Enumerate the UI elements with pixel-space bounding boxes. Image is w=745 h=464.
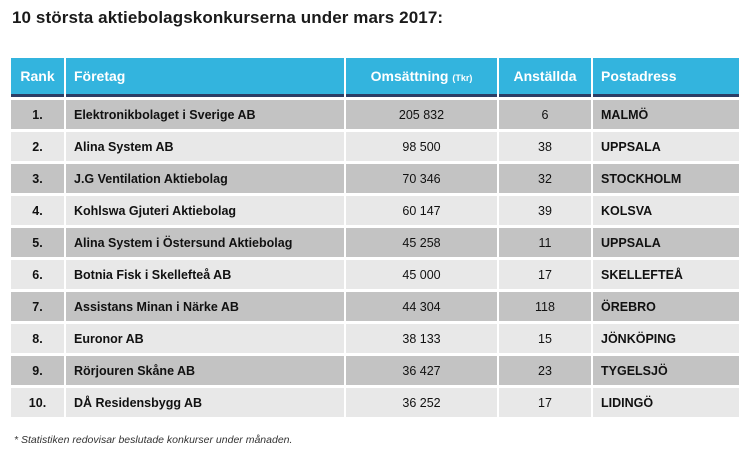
cell-address: ÖREBRO — [593, 292, 739, 321]
cell-rank: 3. — [11, 164, 64, 193]
cell-company: J.G Ventilation Aktiebolag — [66, 164, 344, 193]
cell-rank: 10. — [11, 388, 64, 417]
cell-employees: 38 — [499, 132, 591, 161]
cell-company: DÅ Residensbygg AB — [66, 388, 344, 417]
footnote: * Statistiken redovisar beslutade konkur… — [14, 434, 293, 446]
column-header-company: Företag — [66, 58, 344, 97]
cell-company: Alina System i Östersund Aktiebolag — [66, 228, 344, 257]
cell-employees: 118 — [499, 292, 591, 321]
column-header-rank: Rank — [11, 58, 64, 97]
cell-employees: 39 — [499, 196, 591, 225]
cell-address: TYGELSJÖ — [593, 356, 739, 385]
table-row: 4. Kohlswa Gjuteri Aktiebolag 60 147 39 KOLS… — [11, 196, 739, 225]
cell-rank: 8. — [11, 324, 64, 353]
cell-revenue: 205 832 — [346, 100, 497, 129]
cell-revenue: 38 133 — [346, 324, 497, 353]
table-row: 9. Rörjouren Skåne AB 36 427 23 TYGELSJÖ — [11, 356, 739, 385]
cell-address: STOCKHOLM — [593, 164, 739, 193]
cell-revenue: 36 427 — [346, 356, 497, 385]
table-row: 5. Alina System i Östersund Aktiebolag 45 … — [11, 228, 739, 257]
cell-rank: 2. — [11, 132, 64, 161]
table-header-row: Rank Företag Omsättning (Tkr) Anställda … — [11, 58, 739, 97]
column-header-revenue-unit: (Tkr) — [452, 73, 473, 83]
table-row: 7. Assistans Minan i Närke AB 44 304 118 ÖRE… — [11, 292, 739, 321]
table-row: 8. Euronor AB 38 133 15 JÖNKÖPING — [11, 324, 739, 353]
cell-employees: 17 — [499, 260, 591, 289]
cell-company: Euronor AB — [66, 324, 344, 353]
cell-rank: 5. — [11, 228, 64, 257]
cell-revenue: 44 304 — [346, 292, 497, 321]
cell-address: MALMÖ — [593, 100, 739, 129]
cell-revenue: 45 000 — [346, 260, 497, 289]
cell-employees: 23 — [499, 356, 591, 385]
cell-address: LIDINGÖ — [593, 388, 739, 417]
cell-company: Assistans Minan i Närke AB — [66, 292, 344, 321]
cell-rank: 4. — [11, 196, 64, 225]
table-row: 6. Botnia Fisk i Skellefteå AB 45 000 17 SKE… — [11, 260, 739, 289]
cell-address: SKELLEFTEÅ — [593, 260, 739, 289]
column-header-revenue-label: Omsättning — [370, 68, 449, 84]
table-row: 1. Elektronikbolaget i Sverige AB 205 832 6… — [11, 100, 739, 129]
cell-address: UPPSALA — [593, 228, 739, 257]
cell-rank: 7. — [11, 292, 64, 321]
table-row: 10. DÅ Residensbygg AB 36 252 17 LIDINGÖ — [11, 388, 739, 417]
cell-company: Elektronikbolaget i Sverige AB — [66, 100, 344, 129]
cell-address: JÖNKÖPING — [593, 324, 739, 353]
cell-rank: 6. — [11, 260, 64, 289]
cell-company: Botnia Fisk i Skellefteå AB — [66, 260, 344, 289]
column-header-revenue: Omsättning (Tkr) — [346, 58, 497, 97]
cell-revenue: 60 147 — [346, 196, 497, 225]
table-body: 1. Elektronikbolaget i Sverige AB 205 832 6… — [11, 100, 739, 417]
cell-employees: 6 — [499, 100, 591, 129]
cell-revenue: 70 346 — [346, 164, 497, 193]
bankruptcy-table: Rank Företag Omsättning (Tkr) Anställda … — [9, 55, 741, 420]
cell-rank: 1. — [11, 100, 64, 129]
cell-revenue: 98 500 — [346, 132, 497, 161]
cell-revenue: 36 252 — [346, 388, 497, 417]
cell-company: Alina System AB — [66, 132, 344, 161]
table-row: 2. Alina System AB 98 500 38 UPPSALA — [11, 132, 739, 161]
cell-company: Rörjouren Skåne AB — [66, 356, 344, 385]
cell-address: UPPSALA — [593, 132, 739, 161]
cell-rank: 9. — [11, 356, 64, 385]
cell-employees: 17 — [499, 388, 591, 417]
table-title: 10 största aktiebolagskonkurserna under … — [12, 8, 444, 27]
cell-revenue: 45 258 — [346, 228, 497, 257]
column-header-employees: Anställda — [499, 58, 591, 97]
cell-address: KOLSVA — [593, 196, 739, 225]
table-row: 3. J.G Ventilation Aktiebolag 70 346 32 STOC… — [11, 164, 739, 193]
cell-employees: 11 — [499, 228, 591, 257]
column-header-address: Postadress — [593, 58, 739, 97]
cell-company: Kohlswa Gjuteri Aktiebolag — [66, 196, 344, 225]
cell-employees: 15 — [499, 324, 591, 353]
cell-employees: 32 — [499, 164, 591, 193]
